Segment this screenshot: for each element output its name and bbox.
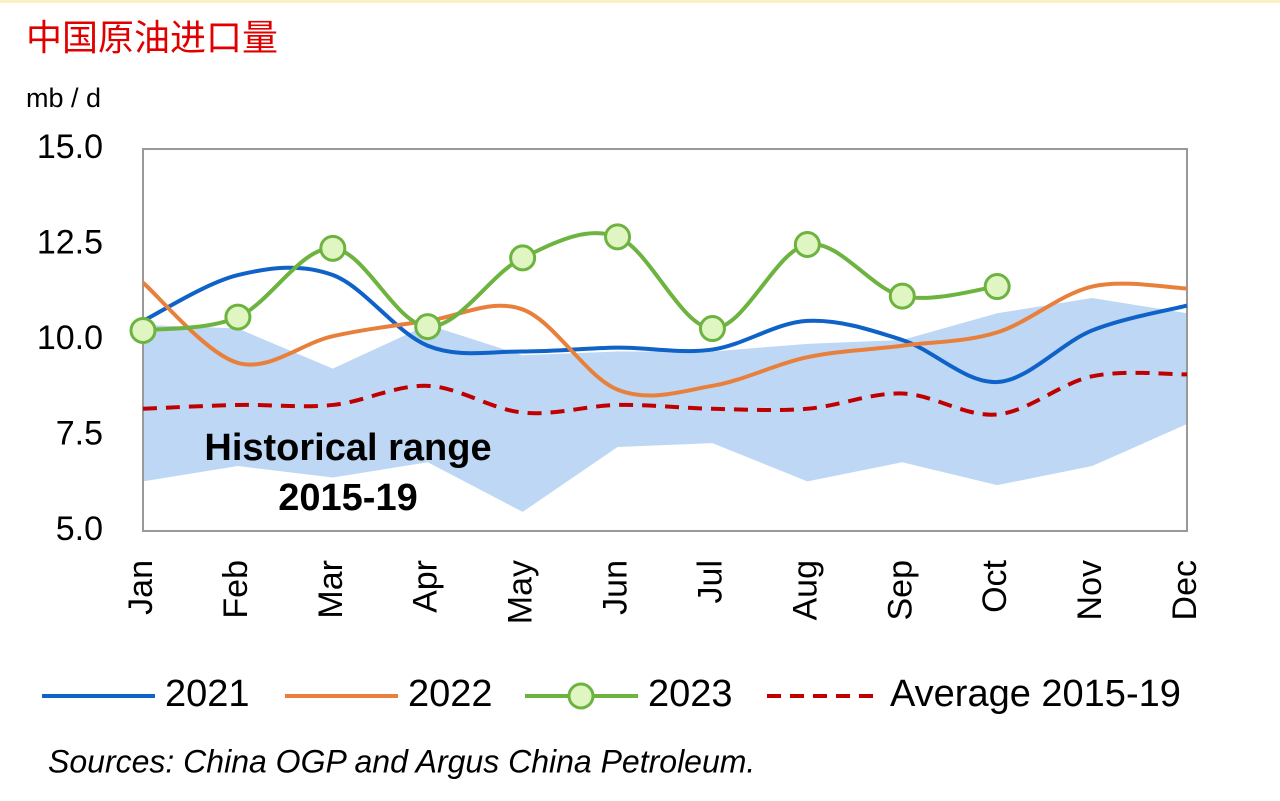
series-marker — [224, 303, 252, 331]
series-marker — [414, 313, 442, 341]
source: Sources: China OGP and Argus China Petro… — [48, 743, 755, 779]
series-line — [142, 265, 1188, 385]
series-line — [142, 231, 998, 333]
top-border — [0, 0, 1280, 3]
y-tick-label: 10.0 — [37, 319, 103, 357]
legend-marker — [567, 682, 595, 710]
series-marker — [129, 316, 157, 344]
x-tick-label: Sep — [881, 560, 919, 621]
y-tick-label: 12.5 — [37, 223, 103, 261]
series-marker — [698, 315, 726, 343]
series-marker — [604, 223, 632, 251]
x-tick-label: Dec — [1166, 560, 1204, 620]
series-line — [141, 281, 1188, 398]
series-marker — [888, 282, 916, 310]
x-tick-label: May — [502, 560, 540, 624]
x-tick-label: Feb — [217, 560, 255, 619]
range-label: 2015-19 — [278, 477, 417, 519]
range-label: Historical range — [204, 427, 491, 469]
series-marker — [983, 273, 1011, 301]
chart-title: 中国原油进口量 — [26, 18, 278, 59]
series-marker — [793, 231, 821, 258]
x-tick-label: Apr — [407, 560, 445, 613]
x-tick-label: Aug — [786, 560, 824, 621]
y-axis-label: mb / d — [26, 83, 101, 113]
y-tick-label: 5.0 — [56, 510, 103, 548]
x-tick-label: Mar — [312, 560, 350, 619]
x-tick-label: Jan — [122, 560, 160, 615]
x-tick-label: Oct — [976, 559, 1014, 612]
x-tick-label: Nov — [1071, 560, 1109, 620]
legend-label: 2022 — [408, 673, 493, 715]
legend-label: 2023 — [648, 673, 733, 715]
y-tick-label: 15.0 — [37, 128, 103, 166]
x-tick-label: Jul — [691, 560, 729, 603]
y-tick-label: 7.5 — [56, 414, 103, 452]
x-tick-label: Jun — [597, 560, 635, 615]
series-line — [142, 370, 1188, 417]
series-marker — [319, 234, 347, 262]
legend-label: Average 2015-19 — [890, 673, 1181, 715]
legend-label: 2021 — [165, 673, 250, 715]
series-marker — [509, 244, 537, 272]
